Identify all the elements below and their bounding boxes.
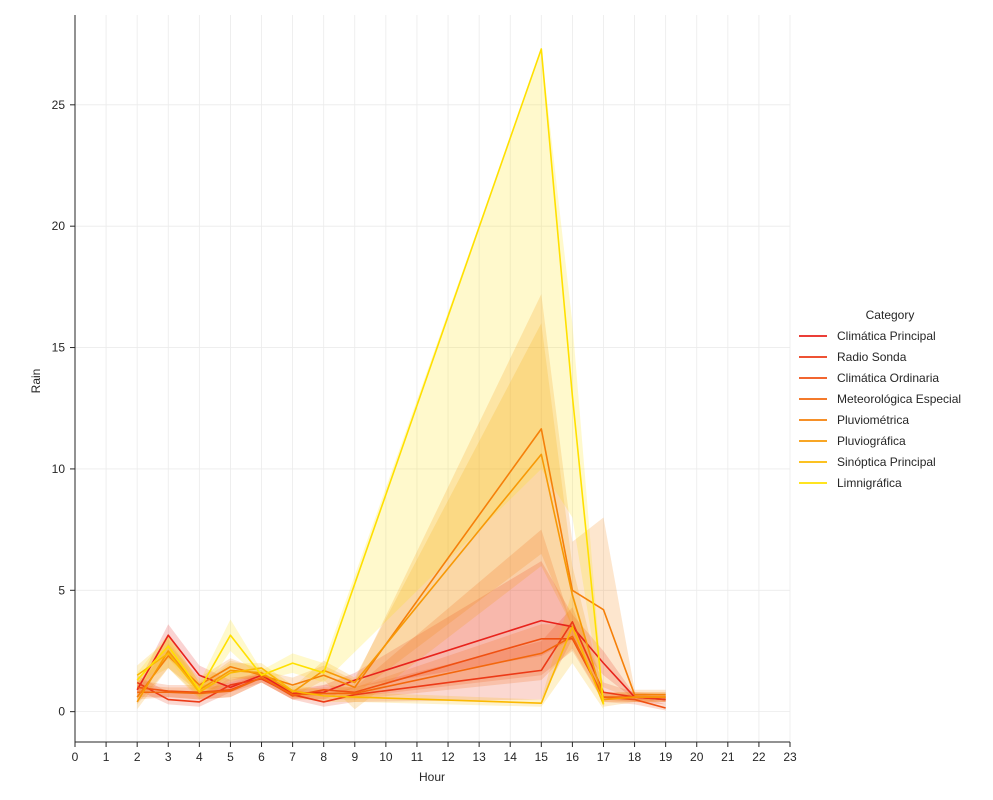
series-line-0 — [136, 619, 666, 701]
series-line-4 — [136, 428, 666, 698]
x-tick-label: 8 — [320, 750, 327, 764]
y-tick-label: 10 — [52, 462, 66, 476]
grid-lines — [74, 15, 791, 742]
x-tick-label: 10 — [379, 750, 393, 764]
series-line-6 — [136, 625, 605, 705]
legend-label-0: Climática Principal — [837, 329, 936, 343]
x-tick-label: 20 — [690, 750, 704, 764]
x-tick-label: 12 — [441, 750, 455, 764]
legend-label-1: Radio Sonda — [837, 350, 907, 364]
y-tick-label: 5 — [58, 583, 65, 597]
y-tick-label: 0 — [58, 705, 65, 719]
series-band-2 — [137, 529, 666, 711]
legend-title: Category — [866, 308, 915, 322]
legend-items: Climática Principal Radio Sonda Climática … — [799, 329, 961, 490]
series-band-7 — [137, 48, 604, 710]
x-tick-label: 15 — [535, 750, 549, 764]
x-tick-label: 16 — [566, 750, 580, 764]
x-tick-label: 6 — [258, 750, 265, 764]
x-tick-label: 19 — [659, 750, 673, 764]
legend-label-2: Climática Ordinaria — [837, 371, 939, 385]
series-lines — [136, 48, 666, 709]
x-tick-label: 4 — [196, 750, 203, 764]
x-tick-label: 9 — [351, 750, 358, 764]
x-tick-label: 11 — [411, 750, 424, 764]
legend-label-3: Meteorológica Especial — [837, 392, 961, 406]
y-tick-label: 20 — [52, 219, 66, 233]
y-tick-label: 25 — [52, 98, 66, 112]
y-axis-title: Rain — [29, 369, 43, 394]
legend-label-7: Limnigráfica — [837, 476, 902, 490]
y-axis-ticks: 0 5 10 15 20 25 — [52, 98, 75, 719]
x-tick-label: 1 — [103, 750, 110, 764]
series-band-0 — [137, 561, 666, 702]
x-axis-ticks: 0 1 2 3 4 5 6 7 8 9 10 11 12 13 14 15 16 17 18 19 20 21 22 23 — [72, 742, 797, 764]
x-tick-label: 3 — [165, 750, 172, 764]
series-line-1 — [136, 621, 666, 703]
legend-label-4: Pluviométrica — [837, 413, 909, 427]
x-tick-label: 0 — [72, 750, 79, 764]
legend-label-5: Pluviográfica — [837, 434, 906, 448]
series-line-7 — [136, 48, 605, 705]
x-tick-label: 14 — [504, 750, 518, 764]
y-tick-label: 15 — [52, 341, 66, 355]
x-axis-title: Hour — [419, 770, 445, 784]
x-tick-label: 21 — [721, 750, 735, 764]
series-band-4 — [137, 294, 666, 705]
x-tick-label: 23 — [783, 750, 797, 764]
x-tick-label: 13 — [472, 750, 486, 764]
x-tick-label: 5 — [227, 750, 234, 764]
series-band-5 — [137, 323, 666, 710]
x-tick-label: 18 — [628, 750, 642, 764]
x-tick-label: 7 — [289, 750, 296, 764]
confidence-bands — [137, 48, 666, 711]
legend-label-6: Sinóptica Principal — [837, 455, 936, 469]
x-tick-label: 17 — [597, 750, 611, 764]
x-tick-label: 2 — [134, 750, 141, 764]
x-tick-label: 22 — [752, 750, 766, 764]
axes — [74, 15, 790, 743]
